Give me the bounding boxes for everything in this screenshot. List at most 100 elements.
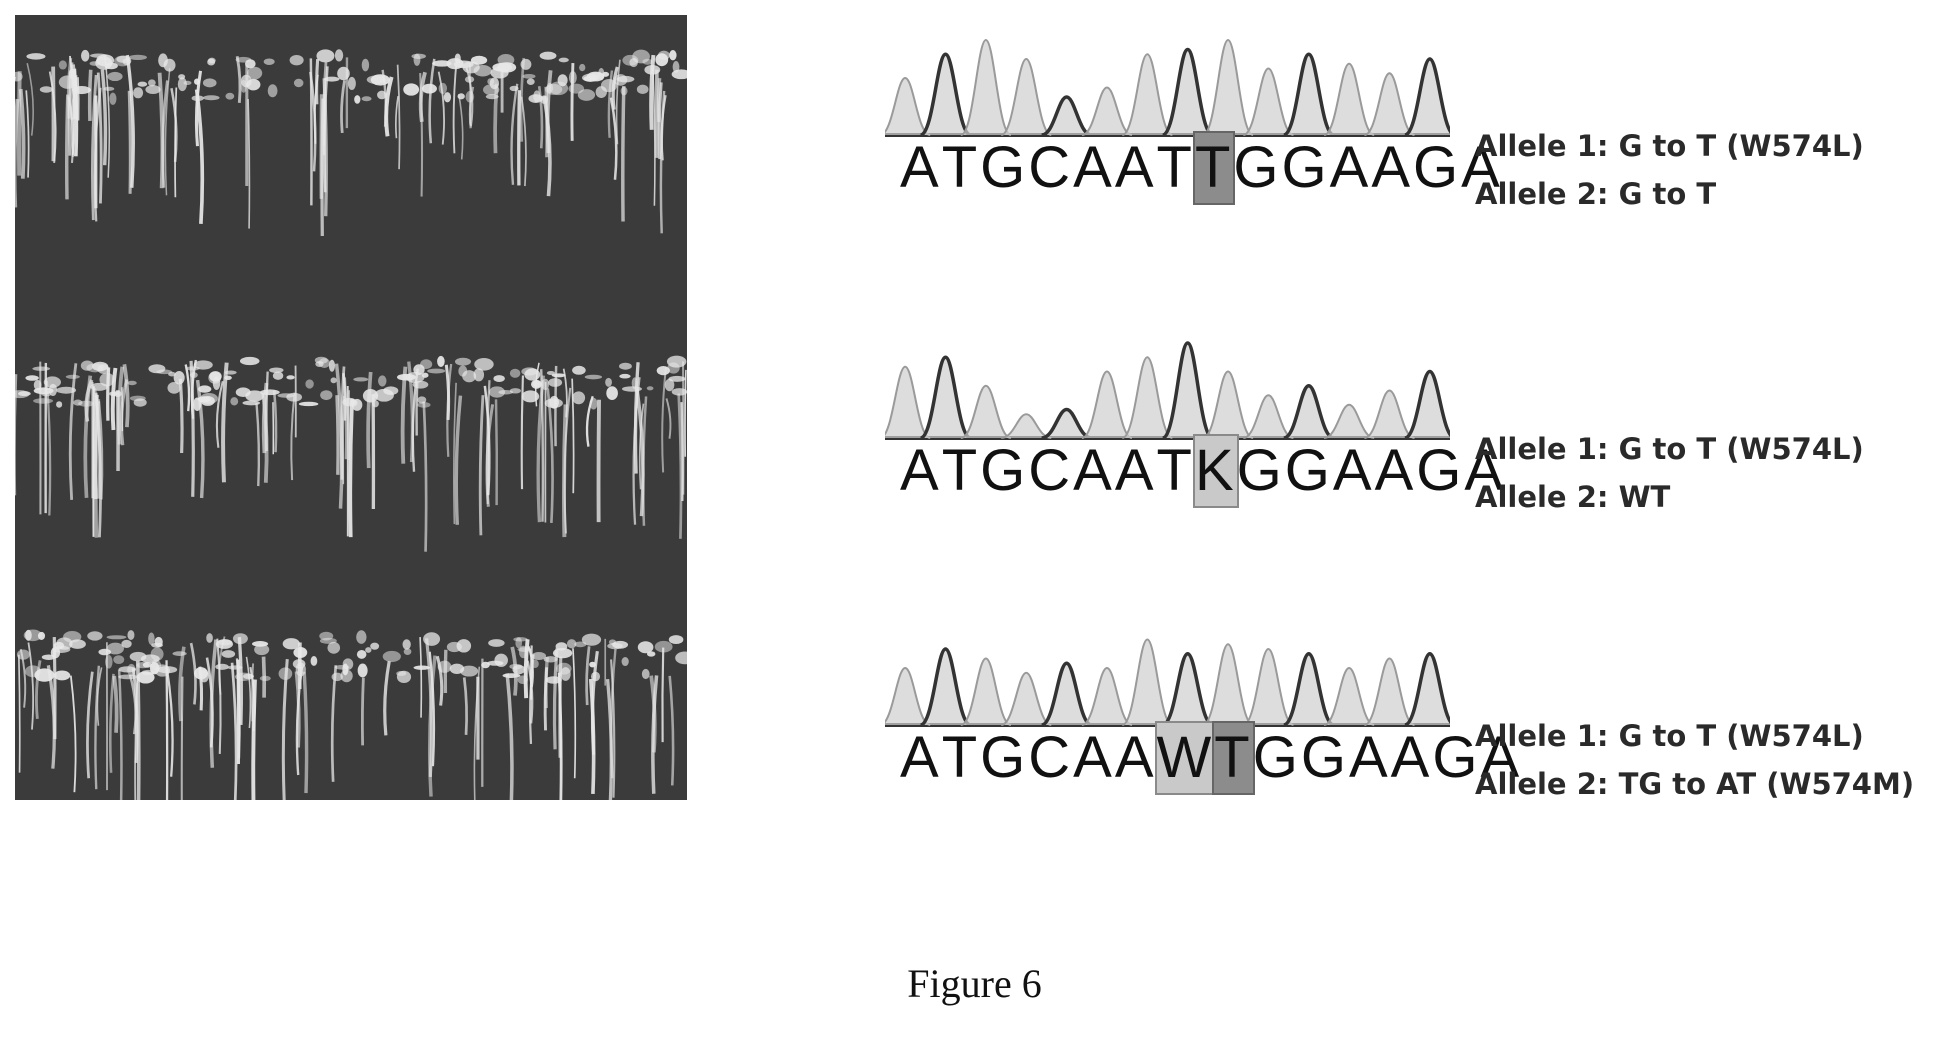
seedling-leaf xyxy=(240,357,260,365)
seedling-root xyxy=(573,648,575,778)
trace-peak xyxy=(1082,668,1132,725)
seedling-leaf xyxy=(569,71,577,84)
base-3: C xyxy=(1028,723,1073,793)
trace-peak xyxy=(1243,649,1293,725)
seedling-leaf xyxy=(481,662,490,669)
allele-2-label: Allele 2: G to T xyxy=(1475,170,1945,218)
seedling-leaf xyxy=(316,49,334,62)
trace-peak xyxy=(961,386,1011,438)
seedling-leaf xyxy=(362,96,372,101)
seedling-leaf xyxy=(510,86,519,91)
seedling-leaf xyxy=(103,87,114,91)
seedling-leaf xyxy=(69,639,86,648)
seedling-leaf xyxy=(240,80,246,93)
seedling-leaf xyxy=(545,398,563,408)
seedling-root xyxy=(77,77,78,120)
seedling-leaf xyxy=(574,641,586,647)
seedling-leaf xyxy=(268,84,278,97)
seedling-leaf xyxy=(225,371,237,375)
seedling-leaf xyxy=(305,379,313,388)
seedling-root xyxy=(512,84,518,185)
seedling-leaf xyxy=(621,87,628,96)
seedling-leaf xyxy=(286,375,294,379)
seedling-root xyxy=(424,401,426,551)
seedling-leaf xyxy=(541,379,549,390)
seedling-leaf xyxy=(72,86,91,94)
seedling-leaf xyxy=(260,389,280,395)
seedling-leaf xyxy=(348,77,356,90)
chromatogram-panel-3: ATGCAAWTGGAAGA Allele 1: G to T (W574L) … xyxy=(885,620,1935,820)
trace-peak xyxy=(921,649,971,725)
seedling-leaf xyxy=(413,381,429,389)
seedling-leaf xyxy=(109,93,116,105)
sequence-2: ATGCAATKGGAAGA xyxy=(900,436,1470,506)
seedling-leaf xyxy=(56,401,62,408)
seedling-leaf xyxy=(383,386,398,395)
allele-1-label: Allele 1: G to T (W574L) xyxy=(1475,122,1945,170)
seedling-leaf xyxy=(437,356,445,367)
seedling-root xyxy=(87,672,92,779)
seedling-leaf xyxy=(533,90,540,102)
seedling-leaf xyxy=(417,396,426,403)
trace-peak xyxy=(1324,668,1374,725)
trace-peak xyxy=(885,367,930,438)
seedling-leaf xyxy=(655,641,673,653)
trace-peak xyxy=(1001,673,1051,725)
trace-peak xyxy=(1203,644,1253,725)
seedling-root xyxy=(345,377,346,459)
seedling-root xyxy=(519,90,520,185)
base-9: G xyxy=(1301,723,1349,793)
seedling-leaf xyxy=(457,639,472,652)
seedling-leaf xyxy=(455,358,471,366)
seedling-leaf xyxy=(531,660,539,668)
seedling-leaf xyxy=(465,76,474,82)
seedling-root xyxy=(70,363,76,500)
seedling-leaf xyxy=(224,376,232,380)
base-7: K xyxy=(1195,436,1237,506)
seedling-leaf xyxy=(129,55,147,60)
allele-labels-2: Allele 1: G to T (W574L) Allele 2: WT xyxy=(1475,425,1945,521)
seedling-leaf xyxy=(669,50,676,60)
trace-peak xyxy=(1364,659,1414,726)
base-5: A xyxy=(1115,133,1157,203)
seedling-leaf xyxy=(489,386,505,397)
seedling-root xyxy=(257,403,259,486)
seedling-root xyxy=(454,58,457,153)
seedling-leaf xyxy=(605,378,612,387)
seedling-leaf xyxy=(422,84,437,94)
seedling-leaf xyxy=(512,665,525,674)
seedling-leaf xyxy=(54,671,71,681)
seedling-root xyxy=(223,363,227,483)
seedling-leaf xyxy=(299,402,318,406)
seedling-leaf xyxy=(53,646,71,653)
seedling-leaf xyxy=(194,667,208,679)
seedling-leaf xyxy=(327,642,340,654)
seedling-root xyxy=(587,646,590,705)
seedling-root xyxy=(531,645,532,699)
seedling-leaf xyxy=(25,630,32,641)
seedling-root xyxy=(417,382,418,435)
seedling-root xyxy=(129,91,130,194)
base-5: A xyxy=(1115,436,1157,506)
seedling-leaf xyxy=(33,398,53,404)
seedling-leaf xyxy=(493,375,504,382)
seedling-leaf xyxy=(378,375,386,386)
chromatogram-trace-2 xyxy=(885,333,1450,453)
seedling-root xyxy=(21,89,24,179)
seedling-leaf xyxy=(225,93,234,100)
seedling-leaf xyxy=(92,362,108,371)
seedling-leaf xyxy=(66,375,80,379)
seedling-leaf xyxy=(617,76,635,83)
seedling-leaf xyxy=(324,77,339,82)
trace-peak xyxy=(1364,391,1414,439)
seedling-leaf xyxy=(87,631,102,640)
seedling-leaf xyxy=(474,368,485,381)
seedling-leaf xyxy=(438,661,452,673)
trace-peak xyxy=(1001,59,1051,135)
seedling-leaf xyxy=(642,59,652,65)
seedling-root xyxy=(439,72,444,145)
trace-peak xyxy=(1001,414,1051,438)
base-2: G xyxy=(980,133,1028,203)
seedling-leaf xyxy=(372,400,379,407)
seedling-leaf xyxy=(283,638,300,649)
